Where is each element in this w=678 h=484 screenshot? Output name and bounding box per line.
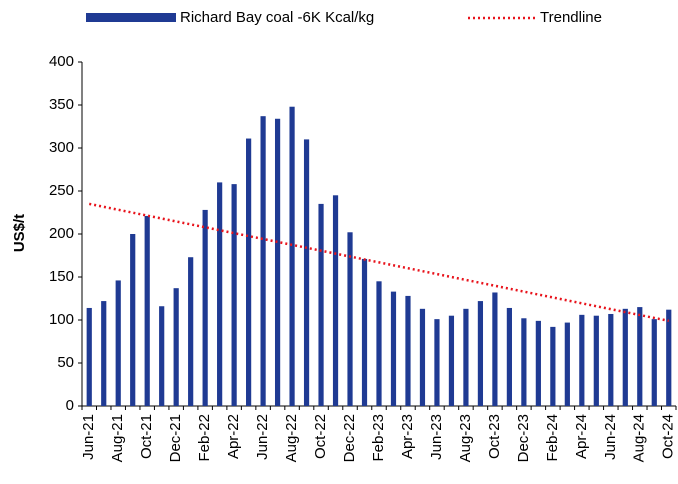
bar [434, 319, 440, 406]
bar [202, 209, 208, 406]
bar [231, 184, 237, 406]
bar [608, 313, 614, 406]
bar [361, 258, 368, 406]
bar [347, 232, 353, 406]
x-tick-label: Jun-22 [254, 414, 271, 460]
x-tick-label: Aug-23 [457, 414, 474, 462]
y-tick-label: 300 [49, 139, 74, 156]
x-tick-label: Jun-23 [428, 414, 445, 460]
bar [260, 116, 266, 407]
x-tick-label: Aug-22 [283, 414, 300, 462]
bar [579, 314, 585, 406]
legend-swatch [86, 13, 176, 22]
x-tick-label: Jun-21 [80, 414, 97, 460]
bar [390, 291, 397, 406]
bar [666, 309, 672, 406]
bar [86, 307, 92, 406]
bar [159, 306, 165, 406]
bar [130, 234, 136, 406]
x-tick-label: Dec-21 [167, 414, 184, 462]
bar [332, 195, 339, 406]
x-tick-label: Apr-23 [399, 414, 416, 459]
bar [463, 308, 469, 406]
x-tick-label: Apr-22 [225, 414, 242, 459]
y-tick-label: 200 [49, 225, 74, 242]
x-tick-label: Dec-23 [515, 414, 532, 462]
x-tick-label: Oct-21 [138, 414, 155, 459]
bar [115, 280, 121, 406]
bar [637, 307, 643, 406]
bar [318, 203, 324, 406]
y-axis-label: US$/t [11, 214, 28, 252]
bar [550, 326, 556, 406]
x-tick-label: Aug-24 [631, 414, 648, 462]
x-tick-label: Jun-24 [602, 414, 619, 460]
bar [246, 138, 252, 407]
x-tick-label: Oct-24 [660, 414, 677, 459]
bar [564, 322, 570, 406]
bar [173, 288, 179, 406]
x-tick-label: Oct-23 [486, 414, 503, 459]
bar [144, 215, 150, 406]
bar [622, 308, 628, 406]
bar [274, 118, 281, 406]
y-tick-label: 50 [57, 354, 74, 371]
bar [492, 292, 498, 406]
x-tick-label: Feb-24 [544, 414, 561, 462]
bar [376, 281, 382, 406]
x-tick-label: Dec-22 [341, 414, 358, 462]
x-tick-label: Feb-23 [370, 414, 387, 462]
bar [477, 301, 484, 406]
trendline [88, 202, 670, 323]
bar [535, 320, 541, 406]
bar [419, 308, 426, 406]
x-tick-label: Aug-21 [109, 414, 126, 462]
y-tick-label: 150 [49, 268, 74, 285]
bar [448, 315, 455, 406]
x-tick-label: Oct-22 [312, 414, 329, 459]
y-tick-label: 100 [49, 311, 74, 328]
bar [506, 307, 512, 406]
bar [405, 295, 411, 406]
bar [303, 139, 310, 406]
bar [651, 319, 657, 406]
bar [593, 315, 599, 406]
y-tick-label: 350 [49, 96, 74, 113]
x-tick-label: Feb-22 [196, 414, 213, 462]
bar [188, 257, 194, 406]
legend-label: Trendline [540, 9, 602, 26]
bar [101, 301, 107, 406]
bar [521, 318, 527, 406]
y-tick-label: 250 [49, 182, 74, 199]
y-tick-label: 400 [49, 53, 74, 70]
bar [217, 182, 223, 406]
x-tick-label: Apr-24 [573, 414, 590, 459]
bar [289, 106, 295, 406]
legend-label: Richard Bay coal -6K Kcal/kg [180, 9, 374, 26]
y-tick-label: 0 [66, 397, 74, 414]
